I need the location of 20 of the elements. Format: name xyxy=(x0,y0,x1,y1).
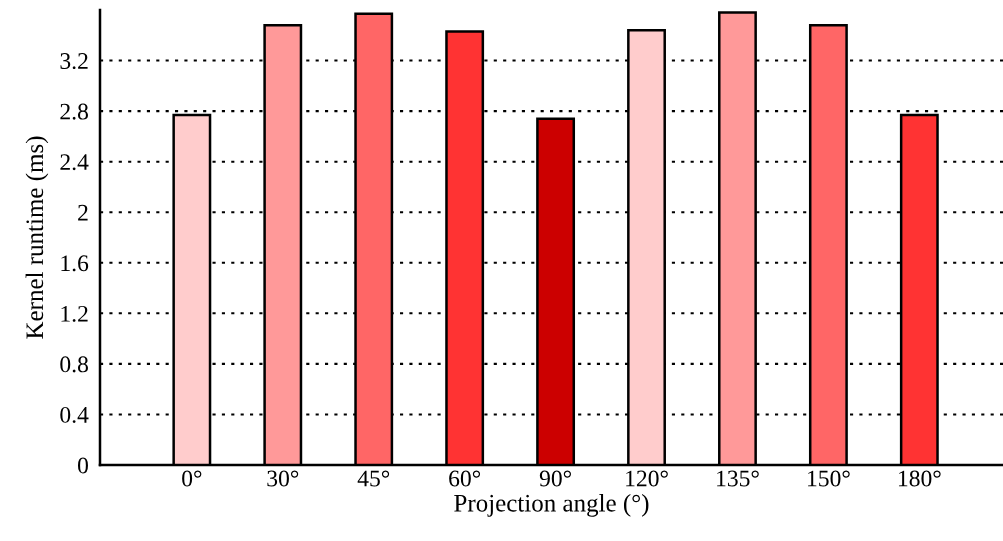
y-tick-label: 2 xyxy=(78,204,88,221)
x-tick-label: 135° xyxy=(717,470,759,487)
x-tick-label: 90° xyxy=(539,470,571,487)
x-tick-label: 30° xyxy=(267,470,299,487)
y-tick-label: 1.2 xyxy=(61,305,88,322)
y-tick-label: 0 xyxy=(77,457,88,474)
y-tick-label: 3.2 xyxy=(60,53,88,70)
y-tick-label: 1.6 xyxy=(61,255,89,272)
x-tick-label: 180° xyxy=(898,470,941,487)
x-axis-title: Projection angle (°) xyxy=(454,494,649,517)
x-tick-label: 150° xyxy=(808,470,850,487)
x-tick-label: 120° xyxy=(626,470,668,487)
x-tick-label: 60° xyxy=(449,470,481,487)
x-tick-label: 0° xyxy=(182,470,202,487)
x-tick-label: 45° xyxy=(357,470,390,487)
y-axis-title: Kernel runtime (ms) xyxy=(25,136,49,339)
y-tick-label: 0.4 xyxy=(60,406,89,423)
y-tick-label: 0.8 xyxy=(60,356,88,373)
y-tick-label: 2.4 xyxy=(60,154,89,171)
y-tick-label: 2.8 xyxy=(60,103,88,120)
